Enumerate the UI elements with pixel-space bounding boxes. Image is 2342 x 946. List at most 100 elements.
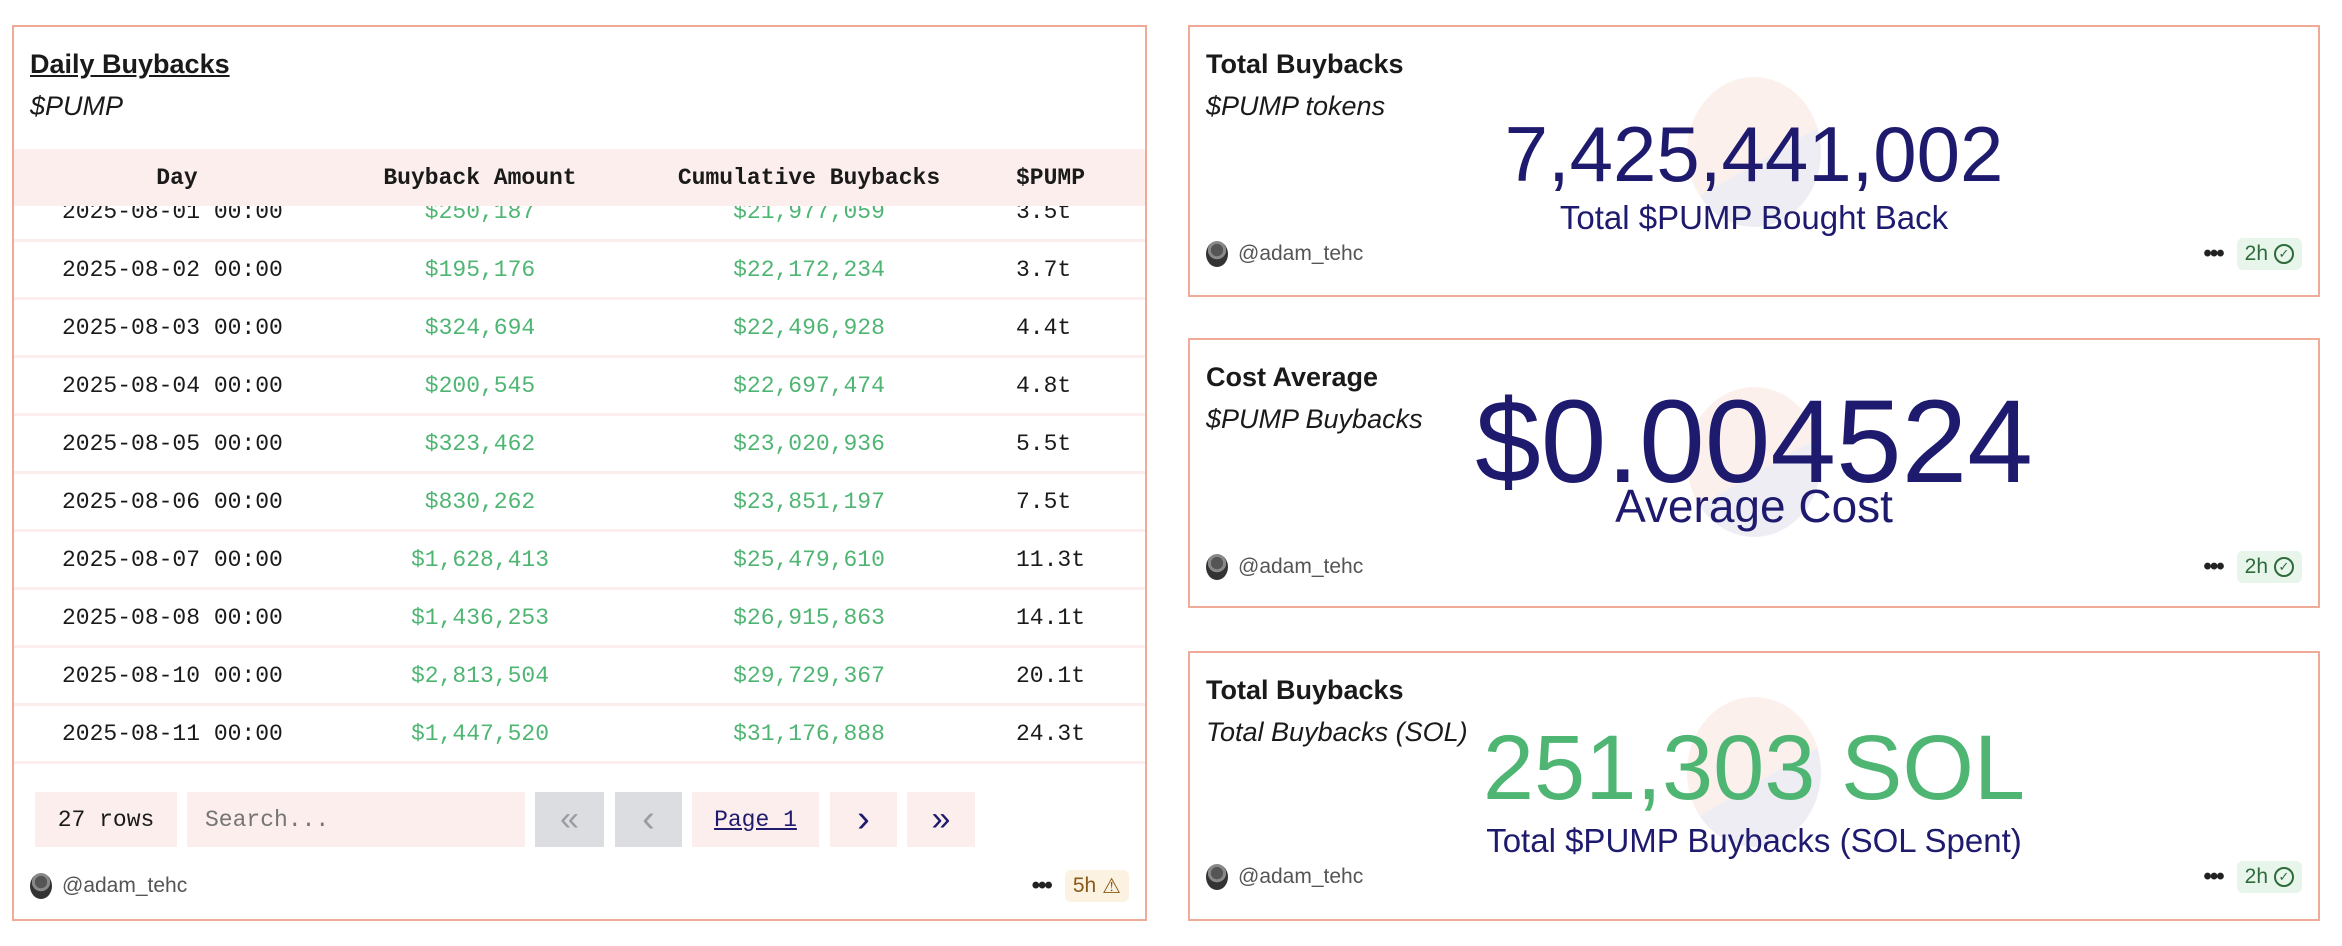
cell-cumulative: $29,729,367 <box>733 662 885 689</box>
more-options-icon[interactable]: ••• <box>2203 553 2224 580</box>
warning-icon: ⚠ <box>1102 874 1121 898</box>
card-subtitle: $PUMP Buybacks <box>1206 404 1423 434</box>
cell-pump: 20.1t <box>1016 662 1086 689</box>
column-header-day[interactable]: Day <box>156 164 198 191</box>
cell-buyback-amount: $200,545 <box>424 372 536 399</box>
table-row: 2025-08-06 00:00 $830,262 $23,851,197 7.5t <box>14 474 1145 532</box>
avatar[interactable] <box>1206 864 1228 890</box>
freshness-badge[interactable]: 2h ✓ <box>2236 238 2302 270</box>
avatar[interactable] <box>1206 241 1228 267</box>
cell-day: 2025-08-01 00:00 <box>62 206 283 225</box>
card-title[interactable]: Total Buybacks <box>1206 675 1404 705</box>
avatar[interactable] <box>30 873 52 899</box>
author-link[interactable]: @adam_tehc <box>1238 865 1364 888</box>
cell-buyback-amount: $1,436,253 <box>410 604 550 631</box>
cell-pump: 4.4t <box>1016 314 1072 341</box>
cell-buyback-amount: $323,462 <box>424 430 536 457</box>
freshness-badge[interactable]: 2h ✓ <box>2236 551 2302 583</box>
cell-cumulative: $31,176,888 <box>733 720 885 747</box>
column-header-cumulative[interactable]: Cumulative Buybacks <box>677 164 941 191</box>
cell-day: 2025-08-07 00:00 <box>62 546 283 573</box>
card-subtitle: $PUMP tokens <box>1206 91 1386 121</box>
cell-day: 2025-08-06 00:00 <box>62 488 283 515</box>
table-body-scroll[interactable]: 2025-08-01 00:00 $250,187 $21,977,059 3.5t 2… <box>14 206 1145 764</box>
cell-pump: 7.5t <box>1016 488 1072 515</box>
cell-day: 2025-08-04 00:00 <box>62 372 283 399</box>
card-footer: @adam_tehc ••• 2h ✓ <box>1206 237 2302 271</box>
age-label: 2h <box>2244 242 2268 265</box>
author-link[interactable]: @adam_tehc <box>1238 242 1364 265</box>
author-link[interactable]: @adam_tehc <box>62 874 188 897</box>
card-subtitle: $PUMP <box>30 91 124 121</box>
author-link[interactable]: @adam_tehc <box>1238 555 1364 578</box>
counter-value: 251,303 SOL <box>1482 717 2026 820</box>
more-options-icon[interactable]: ••• <box>1031 872 1053 899</box>
card-footer: @adam_tehc ••• 2h ✓ <box>1206 550 2302 584</box>
next-page-button[interactable]: › <box>830 792 897 847</box>
daily-buybacks-card: Daily Buybacks $PUMP Day Buyback Amount … <box>12 25 1147 921</box>
table-row: 2025-08-01 00:00 $250,187 $21,977,059 3.5t <box>14 206 1145 242</box>
table-row: 2025-08-10 00:00 $2,813,504 $29,729,367 20.… <box>14 648 1145 706</box>
cell-buyback-amount: $830,262 <box>424 488 536 515</box>
cell-buyback-amount: $324,694 <box>424 314 536 341</box>
cell-cumulative: $22,496,928 <box>733 314 885 341</box>
watermark-logo-icon <box>1687 387 1821 537</box>
page-label[interactable]: Page 1 <box>714 806 797 833</box>
cell-pump: 24.3t <box>1016 720 1086 747</box>
cell-cumulative: $21,977,059 <box>733 206 885 225</box>
cell-buyback-amount: $1,628,413 <box>410 546 550 573</box>
age-label: 5h <box>1072 874 1097 897</box>
column-header-pump[interactable]: $PUMP <box>1016 164 1086 191</box>
cell-day: 2025-08-11 00:00 <box>62 720 283 747</box>
cell-buyback-amount: $250,187 <box>424 206 536 225</box>
cell-buyback-amount: $1,447,520 <box>410 720 550 747</box>
chevron-right-icon: › <box>857 798 870 840</box>
card-footer: @adam_tehc ••• 5h ⚠ <box>30 869 1129 903</box>
counter-value: 7,425,441,002 <box>1504 110 2004 199</box>
cell-day: 2025-08-10 00:00 <box>62 662 283 689</box>
cell-day: 2025-08-02 00:00 <box>62 256 283 283</box>
first-page-button[interactable]: « <box>535 792 604 847</box>
cell-buyback-amount: $195,176 <box>424 256 536 283</box>
watermark-logo-icon <box>1687 697 1821 847</box>
table-body: 2025-08-01 00:00 $250,187 $21,977,059 3.5t 2… <box>14 206 1145 764</box>
table-row: 2025-08-08 00:00 $1,436,253 $26,915,863 14.… <box>14 590 1145 648</box>
cell-cumulative: $25,479,610 <box>733 546 885 573</box>
card-footer: @adam_tehc ••• 2h ✓ <box>1206 860 2302 894</box>
table-header: Day Buyback Amount Cumulative Buybacks $… <box>14 149 1145 206</box>
search-input[interactable] <box>187 792 525 847</box>
counter-label: Total $PUMP Buybacks (SOL Spent) <box>1486 822 2022 860</box>
counter-label: Average Cost <box>1615 480 1893 533</box>
counter-value: $0.004524 <box>1475 376 2033 509</box>
cell-cumulative: $26,915,863 <box>733 604 885 631</box>
table-row: 2025-08-07 00:00 $1,628,413 $25,479,610 11.… <box>14 532 1145 590</box>
cell-pump: 5.5t <box>1016 430 1072 457</box>
cell-day: 2025-08-03 00:00 <box>62 314 283 341</box>
cell-cumulative: $23,020,936 <box>733 430 885 457</box>
last-page-button[interactable]: » <box>907 792 975 847</box>
more-options-icon[interactable]: ••• <box>2203 863 2224 890</box>
table-row: 2025-08-02 00:00 $195,176 $22,172,234 3.7t <box>14 242 1145 300</box>
prev-page-button[interactable]: ‹ <box>615 792 682 847</box>
more-options-icon[interactable]: ••• <box>2203 240 2224 267</box>
freshness-badge[interactable]: 2h ✓ <box>2236 861 2302 893</box>
card-title[interactable]: Cost Average <box>1206 362 1379 392</box>
counter-card: Cost Average $PUMP Buybacks $0.004524 Av… <box>1188 338 2320 608</box>
card-subtitle: Total Buybacks (SOL) <box>1206 717 1468 747</box>
row-count: 27 rows <box>35 792 177 847</box>
card-title[interactable]: Daily Buybacks <box>30 49 230 79</box>
table-row: 2025-08-04 00:00 $200,545 $22,697,474 4.8t <box>14 358 1145 416</box>
page-indicator[interactable]: Page 1 <box>692 792 819 847</box>
chevron-left-icon: ‹ <box>642 798 655 840</box>
cell-day: 2025-08-05 00:00 <box>62 430 283 457</box>
freshness-badge[interactable]: 5h ⚠ <box>1064 870 1129 902</box>
column-header-buyback-amount[interactable]: Buyback Amount <box>383 164 577 191</box>
cell-pump: 3.7t <box>1016 256 1072 283</box>
table-row: 2025-08-03 00:00 $324,694 $22,496,928 4.4t <box>14 300 1145 358</box>
verified-check-icon: ✓ <box>2274 244 2294 264</box>
double-chevron-left-icon: « <box>560 800 579 838</box>
watermark-logo-icon <box>1687 77 1821 227</box>
table-row: 2025-08-05 00:00 $323,462 $23,020,936 5.5t <box>14 416 1145 474</box>
avatar[interactable] <box>1206 554 1228 580</box>
card-title[interactable]: Total Buybacks <box>1206 49 1404 79</box>
